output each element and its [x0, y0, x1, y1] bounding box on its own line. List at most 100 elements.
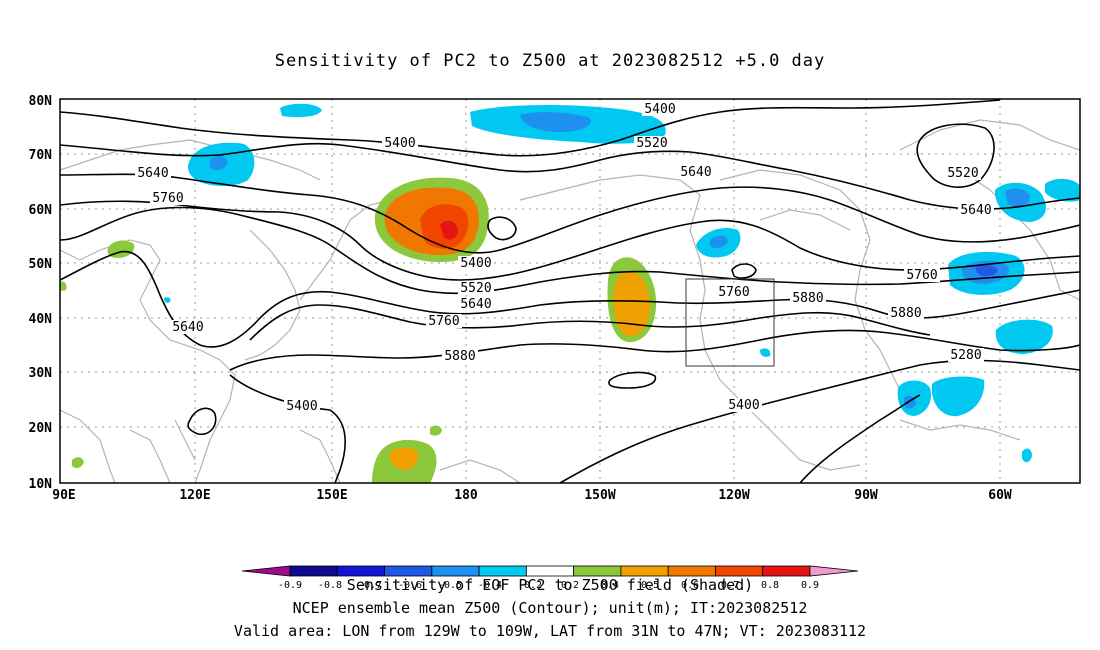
contour-label-bg: [726, 398, 762, 412]
lat-label: 20N: [29, 421, 53, 436]
colorbar-tick: -0.5: [438, 580, 462, 591]
contour-label: 5400: [460, 256, 491, 271]
lon-label: 120E: [179, 488, 210, 503]
colorbar-box: [573, 565, 622, 577]
colorbar-box: [667, 565, 716, 577]
contour-label-bg: [442, 349, 478, 363]
colorbar-tick: -0.4: [478, 580, 502, 591]
contour-label-bg: [150, 191, 186, 205]
contour-label-bg: [382, 136, 418, 150]
valid-area-box: [685, 278, 775, 367]
negative-region: [280, 103, 322, 118]
lon-label: 90E: [52, 488, 75, 503]
negative-region: [1045, 178, 1080, 202]
lat-label: 50N: [29, 257, 53, 272]
contour-label-bg: [904, 268, 940, 282]
contour-label-bg: [948, 348, 984, 362]
positive-region: [389, 447, 419, 470]
contour-label: 5400: [286, 399, 317, 414]
negative-region: [995, 319, 1053, 354]
negative-region: [1005, 188, 1030, 207]
colorbar-box: [478, 565, 527, 577]
contour-label: 5400: [644, 102, 675, 117]
negative-region: [210, 156, 228, 170]
footer-shaded-description: Sensitivity of EOF PC2 to Z500 field (Sh…: [346, 576, 754, 594]
contour-label: 5880: [792, 291, 823, 306]
colorbar-tick: -0.7: [358, 580, 382, 591]
contour-label-bg: [716, 285, 752, 299]
colorbar-tick: -0.2: [518, 580, 542, 591]
contour-label-bg: [458, 297, 494, 311]
map-title: Sensitivity of PC2 to Z500 at 2023082512…: [274, 51, 826, 71]
contour-label-bg: [458, 281, 494, 295]
colorbar-tick: 0.8: [761, 580, 779, 591]
lon-label: 120W: [718, 488, 749, 503]
lat-label: 30N: [29, 366, 53, 381]
colorbar-box: [762, 565, 811, 577]
latitude-labels: 80N 70N 60N 50N 40N 30N 20N 10N: [29, 94, 53, 492]
contour-label: 5520: [947, 166, 978, 181]
lat-label: 40N: [29, 312, 53, 327]
contour-label: 5520: [460, 281, 491, 296]
sensitivity-shading: [60, 103, 1080, 483]
colorbar-tick: 0.2: [561, 580, 579, 591]
colorbar-tick: -0.6: [398, 580, 422, 591]
contour-label-bg: [888, 306, 924, 320]
lon-label: 90W: [854, 488, 878, 503]
contour-label-bg: [284, 399, 320, 413]
contour-label: 5640: [960, 203, 991, 218]
colorbar-box: [715, 565, 764, 577]
contour-label: 5880: [444, 349, 475, 364]
colorbar-right-arrow: [809, 565, 859, 577]
negative-region: [164, 297, 171, 303]
negative-region: [1022, 448, 1032, 463]
contour-label-bg: [945, 166, 981, 180]
negative-region: [931, 376, 985, 417]
contour-label: 5760: [428, 314, 459, 329]
contour-label: 5880: [890, 306, 921, 321]
contour-label-bg: [170, 320, 206, 334]
footer-contour-description: NCEP ensemble mean Z500 (Contour); unit(…: [292, 599, 808, 617]
negative-region: [520, 112, 591, 132]
contour-label-bg: [135, 166, 171, 180]
contour-label: 5640: [680, 165, 711, 180]
contour-label-bg: [790, 291, 826, 305]
contour-label: 5280: [950, 348, 981, 363]
lon-label: 180: [454, 488, 478, 503]
colorbar-tick: -0.8: [318, 580, 342, 591]
lat-label: 80N: [29, 94, 53, 109]
colorbar-tick: 0.4: [601, 580, 619, 591]
colorbar-tick-labels: -0.9 -0.8 -0.7 -0.6 -0.5 -0.4 -0.2 0.2 0.4 0.5 0.6…: [278, 580, 819, 591]
contour-label-bg: [426, 314, 462, 328]
lat-label: 70N: [29, 148, 53, 163]
contour-label-bg: [642, 102, 678, 116]
contour-label: 5400: [728, 398, 759, 413]
negative-region: [760, 348, 771, 357]
negative-region: [710, 235, 728, 248]
lat-label: 60N: [29, 203, 53, 218]
plot-frame: [59, 98, 1081, 484]
colorbar-box: [620, 565, 669, 577]
colorbar-tick: 0.5: [641, 580, 659, 591]
colorbar-tick: -0.9: [278, 580, 302, 591]
footer-valid-area: Valid area: LON from 129W to 109W, LAT f…: [233, 622, 867, 640]
contour-label: 5400: [384, 136, 415, 151]
positive-region: [72, 457, 84, 469]
contour-label: 5520: [636, 136, 667, 151]
colorbar-tick: 0.7: [721, 580, 739, 591]
lon-label: 150W: [584, 488, 615, 503]
colorbar-left-arrow: [241, 565, 291, 577]
colorbar-box: [289, 565, 338, 577]
positive-region: [440, 220, 458, 240]
contour-label-bg: [634, 136, 670, 150]
colorbar-box: [336, 565, 385, 577]
colorbar-box: [431, 565, 480, 577]
contour-label-bg: [678, 165, 714, 179]
negative-region: [975, 265, 998, 277]
contour-label-bg: [458, 256, 494, 270]
positive-region: [430, 425, 442, 436]
contour-labels: 5400 5640 5760 5400 5520 5640 5760 5880 5400 5520…: [135, 102, 994, 414]
contour-label: 5760: [906, 268, 937, 283]
colorbar-box: [384, 565, 433, 577]
lon-label: 150E: [316, 488, 347, 503]
